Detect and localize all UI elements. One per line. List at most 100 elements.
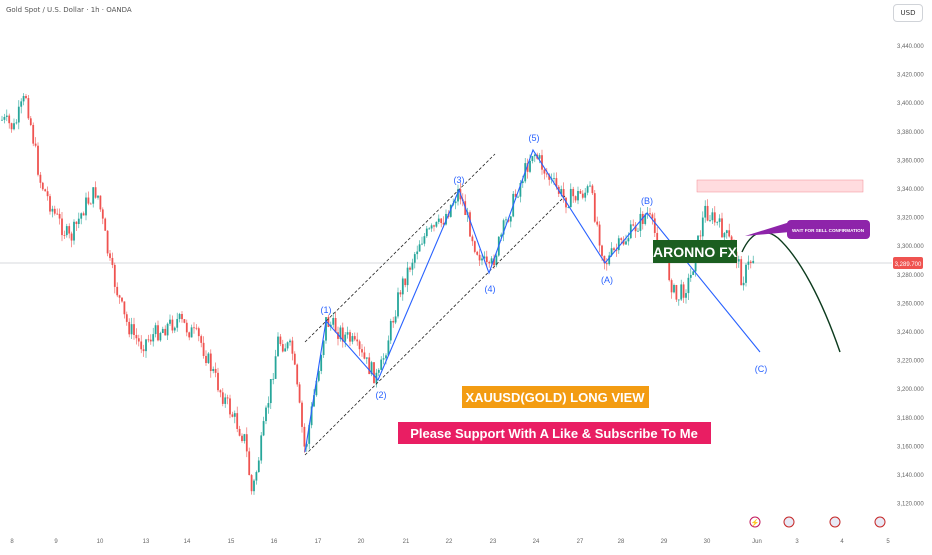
price-tick-label: 3,140.000 [897, 473, 924, 479]
candle-body [41, 182, 44, 190]
candle-body [183, 319, 186, 323]
candle-body [548, 174, 551, 180]
wave-label-4: (4) [485, 284, 496, 294]
candle-body [171, 319, 174, 331]
candle-body [89, 203, 92, 205]
price-tick-label: 3,420.000 [897, 73, 924, 79]
candle-body [205, 355, 207, 364]
candle-body [325, 317, 327, 341]
us-flag-icon-1[interactable] [783, 516, 795, 528]
candle-body [20, 101, 23, 107]
callout-text: WAIT FOR SELL CONFIRMATION [792, 228, 865, 233]
candle-body [334, 318, 337, 333]
candle-body [670, 280, 673, 293]
time-tick-label: 13 [143, 539, 150, 545]
candle-body [572, 188, 575, 197]
candle-body [308, 425, 311, 444]
candle-body [596, 221, 599, 225]
candle-body [385, 355, 387, 359]
candle-body [315, 380, 318, 396]
currency-button[interactable]: USD [893, 4, 923, 22]
candle-body [680, 284, 683, 300]
candle-body [457, 189, 459, 202]
candle-body [65, 226, 68, 236]
wave-label-a: (A) [601, 275, 613, 285]
candle-body [406, 267, 409, 286]
candle-body [118, 295, 121, 298]
us-flag-icon-3[interactable] [874, 516, 886, 528]
subtitle-banner-bg [398, 422, 711, 444]
candle-body [373, 362, 375, 384]
candle-body [370, 362, 373, 375]
candle-body [49, 196, 51, 212]
callout-pointer [745, 222, 790, 236]
title-banner-bg [462, 386, 649, 408]
candle-body [173, 327, 176, 331]
candle-body [5, 115, 8, 117]
candle-body [116, 286, 119, 296]
title-banner: XAUUSD(GOLD) LONG VIEW [465, 390, 645, 405]
price-tick-label: 3,240.000 [897, 330, 924, 336]
candle-body [39, 174, 42, 183]
candle-body [245, 434, 248, 452]
candle-body [332, 318, 335, 325]
channel-upper-line[interactable] [304, 153, 496, 343]
us-flag-icon-2[interactable] [829, 516, 841, 528]
candle-body [356, 339, 359, 342]
candle-body [157, 325, 159, 341]
price-axis[interactable]: 3,440.000 3,420.000 3,400.000 3,380.000 3,36… [897, 44, 924, 508]
projection-curve[interactable] [741, 231, 841, 353]
candle-body [178, 313, 181, 319]
candle-body [430, 225, 433, 229]
candle-body [521, 181, 524, 184]
candle-body [97, 195, 99, 198]
channel-lower-line[interactable] [304, 195, 566, 456]
candle-body [433, 225, 435, 227]
candle-body [668, 258, 671, 281]
candle-body [605, 263, 608, 265]
candle-body [478, 254, 481, 261]
candle-body [442, 222, 445, 225]
candle-body [411, 262, 414, 270]
candle-body [629, 224, 632, 239]
candle-body [296, 364, 299, 385]
symbol-header[interactable]: Gold Spot / U.S. Dollar · 1h · OANDA [6, 6, 132, 14]
candle-body [387, 340, 390, 356]
candle-body [632, 224, 635, 226]
candle-body [346, 332, 349, 335]
wave-label-1: (1) [321, 305, 332, 315]
candle-body [286, 342, 289, 349]
candle-body [353, 336, 356, 340]
elliott-wave-path[interactable] [304, 148, 761, 453]
event-icons: ⚡ [749, 516, 886, 528]
candle-body [723, 233, 726, 238]
candle-body [740, 259, 743, 286]
candle-body [747, 261, 750, 265]
candle-body [243, 434, 246, 441]
candle-body [152, 334, 155, 342]
candle-body [37, 145, 39, 175]
time-tick-label: 21 [403, 539, 410, 545]
lightning-event-icon[interactable] [749, 516, 761, 528]
candle-body [423, 236, 426, 244]
candle-body [709, 220, 711, 222]
candle-body [337, 332, 339, 339]
candle-body [106, 230, 109, 254]
candle-body [505, 219, 507, 221]
time-axis[interactable]: 8 9 10 13 14 15 16 17 20 21 22 23 24 27 28 29 30 Jun 3 4 5 [10, 539, 890, 545]
candle-body [53, 208, 56, 214]
candle-body [113, 264, 116, 287]
candle-body [469, 212, 471, 237]
candle-body [509, 216, 512, 222]
candle-body [291, 340, 294, 354]
candle-body [653, 218, 656, 233]
price-tick-label: 3,220.000 [897, 359, 924, 365]
brand-label: ARONNO FX [653, 244, 738, 260]
candle-body [368, 357, 371, 375]
candle-body [500, 234, 503, 237]
candle-body [269, 379, 272, 404]
candle-body [555, 178, 558, 187]
sell-zone-rectangle[interactable] [696, 179, 864, 193]
candle-body [339, 327, 342, 339]
